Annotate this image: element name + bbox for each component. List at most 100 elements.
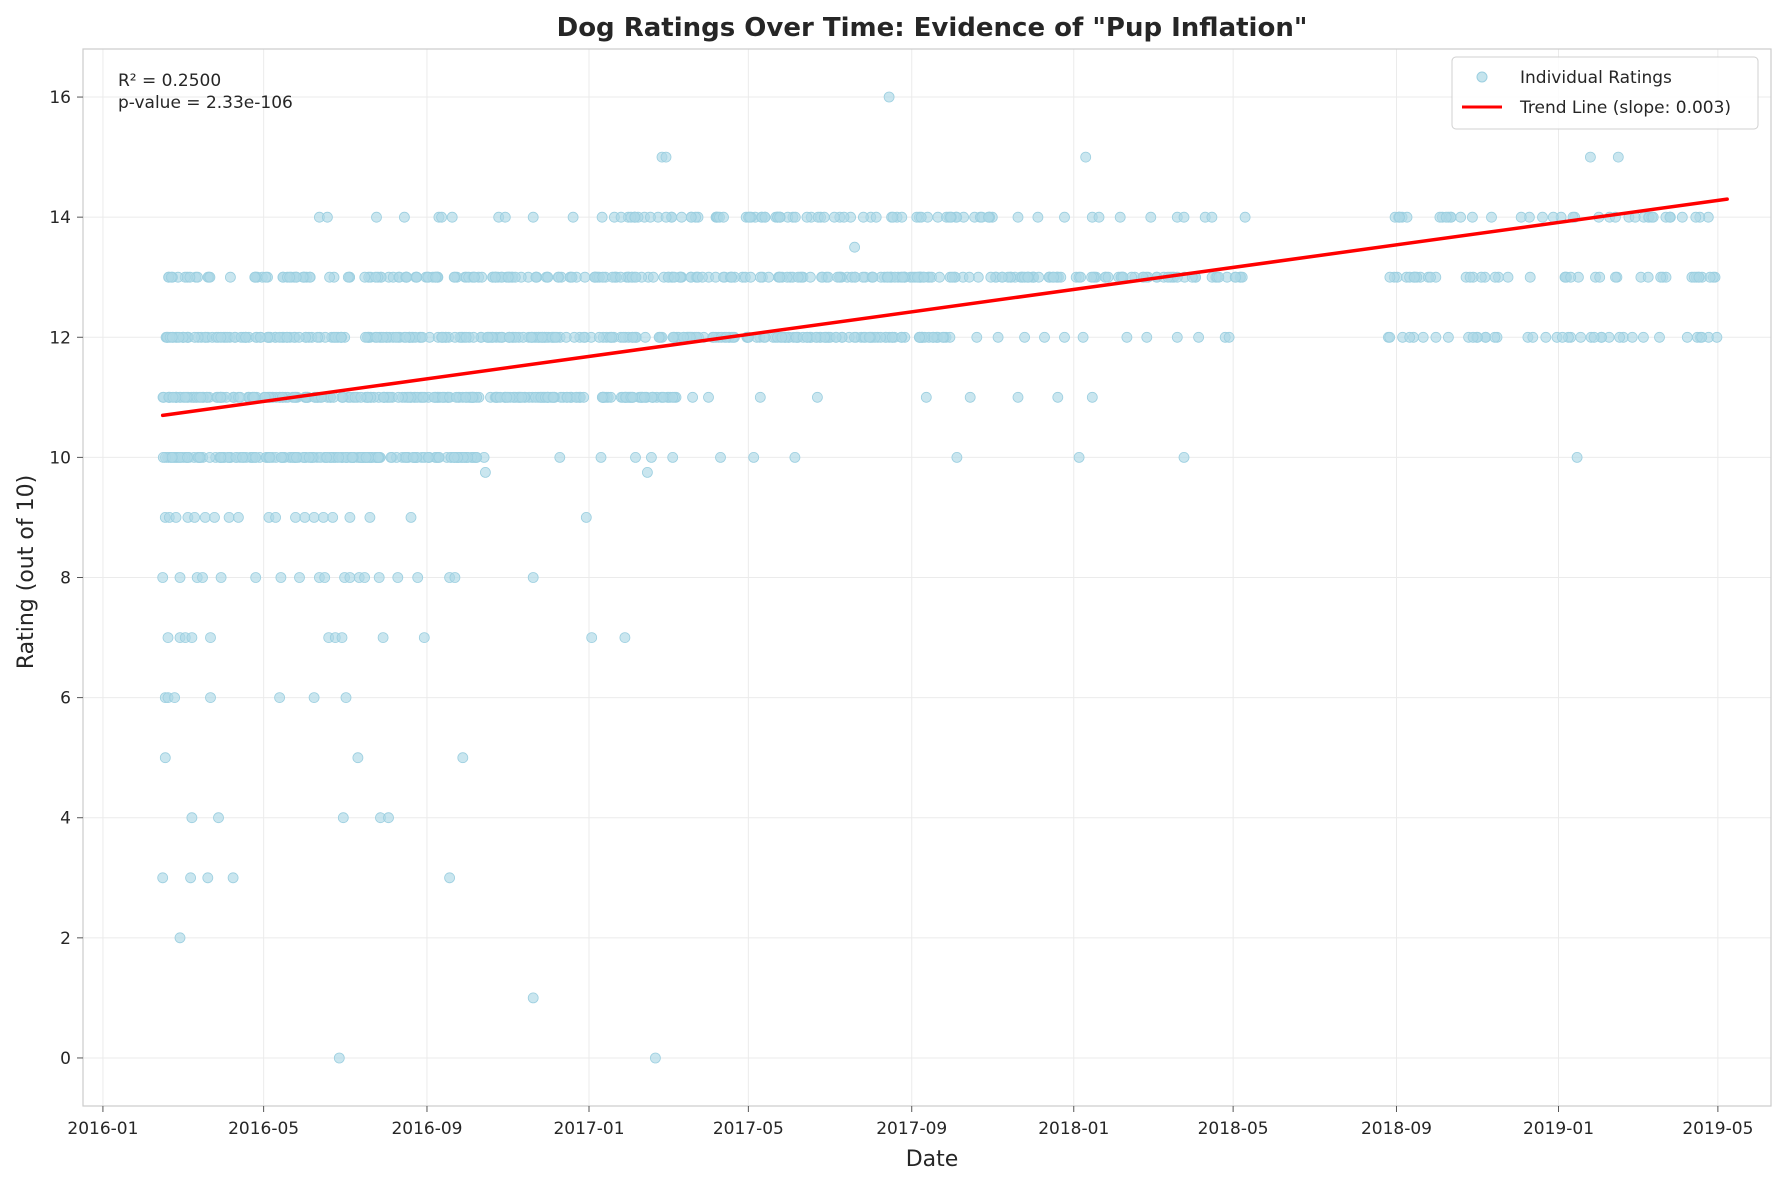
rating-point bbox=[1588, 331, 1600, 343]
rating-point bbox=[260, 271, 272, 283]
rating-point bbox=[615, 271, 626, 283]
rating-point bbox=[946, 271, 958, 283]
rating-point bbox=[167, 391, 179, 403]
rating-point bbox=[501, 391, 513, 403]
rating-point bbox=[703, 391, 714, 403]
rating-point bbox=[630, 451, 641, 463]
rating-point bbox=[726, 271, 737, 283]
y-axis-label: Rating (out of 10) bbox=[14, 475, 39, 669]
rating-point bbox=[1455, 211, 1466, 223]
rating-point bbox=[1409, 271, 1420, 283]
rating-point bbox=[1711, 331, 1723, 343]
rating-point bbox=[169, 692, 181, 703]
rating-point bbox=[1489, 331, 1501, 343]
rating-point bbox=[1425, 271, 1436, 283]
rating-point bbox=[647, 271, 659, 283]
rating-point bbox=[359, 572, 371, 583]
rating-point bbox=[527, 572, 539, 583]
rating-point bbox=[401, 271, 413, 283]
rating-point bbox=[1610, 271, 1621, 283]
x-tick-label: 2019-01 bbox=[1523, 1119, 1594, 1139]
x-tick-label: 2017-05 bbox=[713, 1119, 784, 1139]
rating-point bbox=[895, 331, 907, 343]
rating-point bbox=[653, 331, 665, 343]
rating-point bbox=[340, 692, 352, 703]
rating-point bbox=[1171, 331, 1183, 343]
trend-line bbox=[160, 197, 1729, 418]
rating-point bbox=[321, 451, 333, 463]
rating-point bbox=[1052, 391, 1064, 403]
rating-point bbox=[157, 872, 169, 884]
rating-point bbox=[516, 391, 528, 403]
rating-point bbox=[199, 512, 211, 523]
rating-point bbox=[344, 512, 356, 523]
rating-point bbox=[642, 466, 653, 478]
rating-point bbox=[818, 211, 830, 223]
r-squared-text: R² = 0.2500 bbox=[118, 71, 221, 91]
rating-point bbox=[1612, 151, 1624, 163]
trend-line-layer bbox=[160, 197, 1729, 418]
rating-point bbox=[370, 271, 382, 283]
x-axis-label: Date bbox=[906, 1147, 959, 1172]
rating-point bbox=[430, 271, 442, 283]
rating-point bbox=[597, 271, 609, 283]
x-axis-ticks: 2016-01 2016-05 2016-09 2017-01 2017-05 2017-… bbox=[67, 1106, 1753, 1139]
legend-marker-scatter bbox=[1476, 71, 1488, 83]
rating-point bbox=[1693, 271, 1705, 283]
rating-point bbox=[530, 271, 542, 283]
rating-point bbox=[303, 451, 315, 463]
rating-point bbox=[291, 451, 302, 463]
rating-point bbox=[1467, 331, 1479, 343]
rating-point bbox=[992, 331, 1004, 343]
legend-label-scatter: Individual Ratings bbox=[1520, 68, 1672, 88]
rating-point bbox=[578, 331, 590, 343]
rating-point bbox=[1664, 211, 1676, 223]
rating-point bbox=[232, 512, 244, 523]
rating-point bbox=[186, 812, 198, 824]
rating-point bbox=[1417, 331, 1429, 343]
rating-point bbox=[1440, 211, 1452, 223]
rating-point bbox=[578, 391, 590, 403]
rating-point bbox=[333, 1052, 345, 1064]
rating-point bbox=[579, 271, 591, 283]
legend: Individual Ratings Trend Line (slope: 0.… bbox=[1451, 56, 1759, 130]
rating-point bbox=[829, 211, 840, 223]
x-tick-label: 2018-05 bbox=[1198, 1119, 1269, 1139]
rating-point bbox=[1696, 331, 1708, 343]
rating-point bbox=[1467, 211, 1478, 223]
rating-point bbox=[595, 451, 607, 463]
rating-point bbox=[580, 512, 592, 523]
rating-point bbox=[1515, 211, 1527, 223]
rating-point bbox=[1638, 331, 1649, 343]
rating-point bbox=[393, 391, 404, 403]
rating-point bbox=[1075, 271, 1086, 283]
rating-point bbox=[883, 91, 895, 103]
rating-point bbox=[411, 271, 423, 283]
rating-point bbox=[1178, 211, 1190, 223]
rating-point bbox=[1073, 451, 1085, 463]
rating-point bbox=[317, 512, 329, 523]
rating-point bbox=[983, 211, 994, 223]
rating-point bbox=[383, 812, 394, 824]
rating-point bbox=[858, 211, 869, 223]
rating-point bbox=[561, 391, 573, 403]
rating-point bbox=[882, 271, 894, 283]
rating-point bbox=[1676, 211, 1688, 223]
rating-point bbox=[870, 211, 882, 223]
rating-point bbox=[174, 932, 186, 944]
rating-point bbox=[554, 451, 566, 463]
rating-point bbox=[542, 271, 554, 283]
rating-point bbox=[920, 391, 932, 403]
rating-point bbox=[1239, 211, 1251, 223]
rating-point bbox=[197, 572, 208, 583]
rating-point bbox=[646, 451, 657, 463]
rating-point bbox=[352, 752, 364, 764]
rating-point bbox=[676, 211, 687, 223]
rating-point bbox=[1193, 331, 1204, 343]
rating-point bbox=[1614, 331, 1625, 343]
rating-point bbox=[1093, 211, 1105, 223]
rating-point bbox=[264, 451, 276, 463]
rating-point bbox=[566, 271, 578, 283]
rating-point bbox=[293, 331, 305, 343]
rating-point bbox=[373, 572, 385, 583]
